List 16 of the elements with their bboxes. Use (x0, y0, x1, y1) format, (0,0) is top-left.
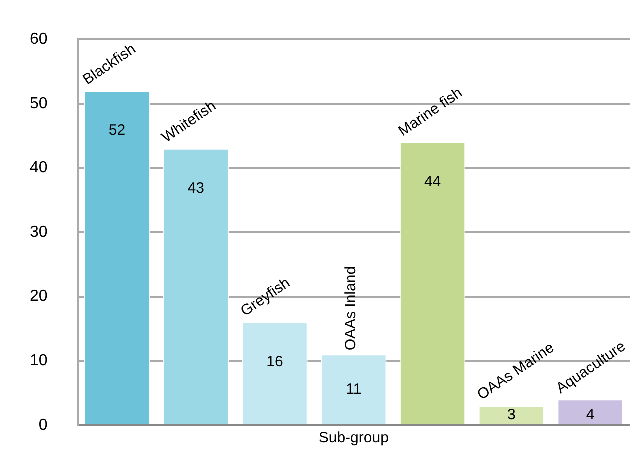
data-label: 43 (188, 180, 204, 198)
data-label: 3 (508, 406, 516, 424)
data-label: 11 (346, 381, 362, 398)
y-tick-label: 10 (30, 352, 48, 370)
y-tick-label: 20 (30, 288, 48, 306)
y-tick-label: 0 (38, 416, 48, 434)
data-label: 4 (586, 406, 595, 424)
y-tick-label: 50 (30, 95, 48, 112)
x-tick-label: OAAs Inland (342, 266, 360, 351)
y-tick-label: 40 (30, 160, 48, 177)
data-label: 52 (108, 122, 126, 140)
x-axis-title: Sub-group (318, 430, 389, 447)
y-tick-label: 60 (30, 31, 48, 48)
y-tick-label: 30 (30, 224, 48, 241)
data-label: 44 (424, 174, 442, 191)
data-label: 16 (266, 354, 284, 371)
